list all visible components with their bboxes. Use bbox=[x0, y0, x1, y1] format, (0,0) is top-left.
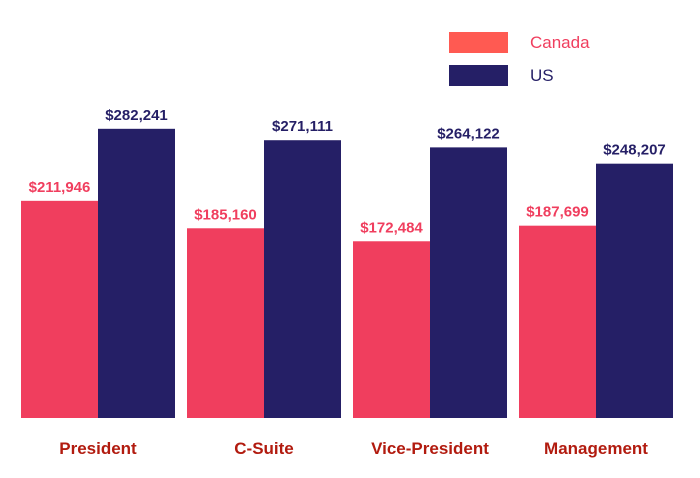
legend-label-canada: Canada bbox=[530, 33, 590, 52]
bar-canada-management bbox=[519, 225, 596, 418]
bars-group bbox=[21, 128, 673, 419]
category-label-president: President bbox=[59, 439, 137, 458]
value-label-us-president: $282,241 bbox=[105, 107, 168, 124]
bar-us-president bbox=[98, 128, 175, 418]
legend: Canada US bbox=[449, 32, 590, 86]
value-label-canada-vice-president: $172,484 bbox=[360, 219, 423, 236]
bar-canada-president bbox=[21, 200, 98, 418]
value-label-us-c-suite: $271,111 bbox=[272, 118, 333, 135]
category-labels-group: President C-Suite Vice-President Management bbox=[59, 439, 648, 458]
bar-us-c-suite bbox=[264, 140, 341, 418]
legend-swatch-us bbox=[449, 65, 508, 86]
category-label-management: Management bbox=[544, 439, 648, 458]
value-label-canada-president: $211,946 bbox=[29, 179, 91, 196]
value-label-canada-management: $187,699 bbox=[526, 204, 589, 221]
bar-us-vice-president bbox=[430, 147, 507, 419]
value-label-us-vice-president: $264,122 bbox=[437, 125, 500, 142]
category-label-c-suite: C-Suite bbox=[234, 439, 294, 458]
legend-label-us: US bbox=[530, 66, 554, 85]
legend-swatch-canada bbox=[449, 32, 508, 53]
bar-canada-vice-president bbox=[353, 241, 430, 418]
category-label-vice-president: Vice-President bbox=[371, 439, 489, 458]
bar-us-management bbox=[596, 163, 673, 418]
value-label-us-management: $248,207 bbox=[603, 142, 666, 159]
bar-canada-c-suite bbox=[187, 228, 264, 418]
value-labels-group: $211,946 $282,241 $185,160 $271,111 $172,484… bbox=[29, 107, 666, 236]
value-label-canada-c-suite: $185,160 bbox=[194, 206, 257, 223]
